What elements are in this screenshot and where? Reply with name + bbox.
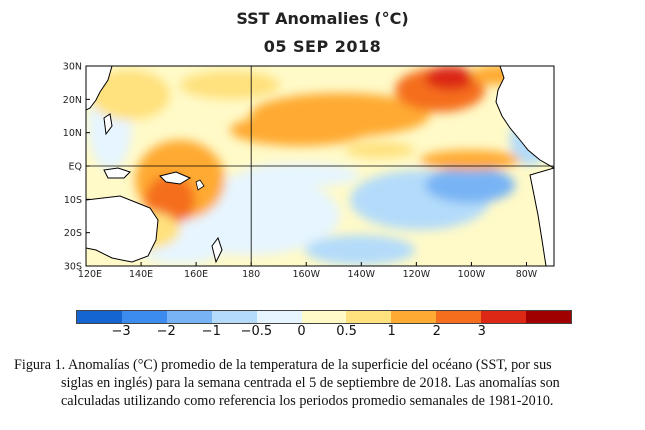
- colorbar-segment: [301, 311, 347, 323]
- colorbar-segment: [77, 311, 122, 323]
- colorbar-label: −2: [156, 324, 176, 339]
- colorbar-label: −1: [201, 324, 221, 339]
- colorbar-label: 0: [297, 324, 306, 339]
- caption-line-3: calculadas utilizando como referencia lo…: [61, 393, 554, 409]
- colorbar-segment: [121, 311, 167, 323]
- map-date: 05 SEP 2018: [263, 37, 382, 56]
- lat-label: 10N: [63, 128, 82, 139]
- lat-label: 30N: [63, 62, 82, 73]
- colorbar-label: 3: [477, 324, 486, 339]
- lon-label: 140W: [348, 269, 376, 280]
- sst-anomaly-map: 120E 140E 160E 180 160W 140W 120W 100W 80W 30N 20…: [63, 62, 555, 280]
- colorbar-label: 2: [432, 324, 441, 339]
- lon-label: 160E: [184, 269, 208, 280]
- lon-label: 160W: [292, 269, 320, 280]
- anomaly-field: [86, 66, 554, 266]
- lon-label: 80W: [516, 269, 538, 280]
- caption-line-1: Figura 1. Anomalías (°C) promedio de la …: [14, 357, 552, 373]
- colorbar-segment: [526, 311, 571, 323]
- longitude-labels: 120E 140E 160E 180 160W 140W 120W 100W 80W: [78, 269, 538, 280]
- lon-label: 100W: [458, 269, 486, 280]
- colorbar-segment: [166, 311, 212, 323]
- lat-label: 20N: [63, 95, 82, 106]
- colorbar-label: 0.5: [336, 324, 357, 339]
- lat-label: 30S: [64, 262, 82, 273]
- lat-label: 10S: [64, 195, 82, 206]
- map-title: SST Anomalies (°C): [236, 9, 409, 28]
- colorbar-label: −0.5: [240, 324, 273, 339]
- lon-label: 180: [242, 269, 260, 280]
- colorbar-segment: [481, 311, 527, 323]
- colorbar-segment: [211, 311, 257, 323]
- axis-ticks: [85, 65, 527, 267]
- colorbar-segment: [256, 311, 302, 323]
- lon-label: 140E: [129, 269, 153, 280]
- lat-label: 20S: [64, 228, 82, 239]
- lat-label: EQ: [69, 162, 82, 173]
- caption-line-2: siglas en inglés) para la semana centrad…: [61, 375, 560, 391]
- colorbar-segment: [391, 311, 437, 323]
- colorbar: [76, 310, 572, 324]
- colorbar-label: −3: [111, 324, 131, 339]
- figure-caption: Figura 1. Anomalías (°C) promedio de la …: [14, 356, 636, 410]
- colorbar-segment: [346, 311, 392, 323]
- reference-lines: [86, 66, 554, 266]
- lon-label: 120W: [403, 269, 431, 280]
- latitude-labels: 30N 20N 10N EQ 10S 20S 30S: [63, 62, 82, 273]
- colorbar-label: 1: [387, 324, 396, 339]
- colorbar-segment: [436, 311, 482, 323]
- colorbar-labels: −3 −2 −1 −0.5 0 0.5 1 2 3: [76, 324, 572, 342]
- lon-label: 120E: [78, 269, 102, 280]
